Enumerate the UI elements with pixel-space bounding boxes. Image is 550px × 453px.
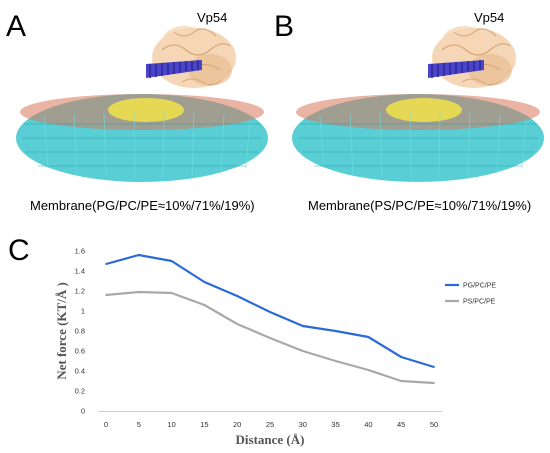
data-point	[400, 380, 403, 382]
helix-cartoon	[428, 60, 484, 78]
membrane-bilayer	[292, 94, 544, 182]
data-point	[236, 295, 239, 297]
x-tick-label: 0	[104, 420, 108, 429]
data-point	[301, 325, 304, 327]
data-point	[334, 360, 337, 362]
data-point	[334, 330, 337, 332]
membrane-bilayer	[16, 94, 268, 182]
panel-a-structure-illustration	[16, 26, 268, 182]
y-tick-label: 1.6	[75, 247, 85, 256]
data-point	[203, 304, 206, 306]
y-tick-label: 1.2	[75, 287, 85, 296]
data-point	[269, 311, 271, 313]
data-point	[269, 337, 271, 339]
x-axis-title: Distance (Å)	[236, 432, 305, 447]
data-point	[367, 336, 370, 338]
x-tick-label: 5	[137, 420, 141, 429]
data-point	[137, 291, 140, 293]
legend-label: PS/PC/PE	[463, 299, 496, 306]
x-tick-label: 15	[200, 420, 208, 429]
panel-b-structure-illustration	[292, 26, 544, 182]
y-tick-label: 1	[81, 307, 85, 316]
y-axis-title: Net force (KT/Å )	[54, 282, 69, 380]
legend-label: PG/PC/PE	[463, 283, 496, 290]
data-point	[170, 260, 173, 262]
y-tick-label: 0.6	[75, 347, 85, 356]
y-tick-label: 1.4	[75, 267, 85, 276]
panel-a-membrane-caption: Membrane(PG/PC/PE≈10%/71%/19%)	[30, 198, 255, 213]
y-tick-label: 0.4	[75, 367, 85, 376]
panel-b-membrane-caption: Membrane(PS/PC/PE≈10%/71%/19%)	[308, 198, 532, 213]
data-point	[400, 356, 403, 358]
panel-a-label: A	[6, 10, 27, 43]
data-point	[236, 323, 239, 325]
protein-cartoon	[432, 26, 516, 88]
data-point	[203, 281, 206, 283]
x-tick-label: 35	[331, 420, 339, 429]
data-point	[105, 294, 107, 296]
data-point	[433, 382, 435, 384]
x-tick-label: 40	[364, 420, 372, 429]
x-tick-label: 50	[430, 420, 438, 429]
panel-a-protein-name: Vp54	[197, 10, 228, 25]
x-tick-label: 25	[266, 420, 274, 429]
x-tick-label: 20	[233, 420, 241, 429]
y-tick-label: 0.2	[75, 387, 85, 396]
data-point	[137, 254, 140, 256]
helix-cartoon	[146, 60, 202, 78]
x-tick-label: 10	[167, 420, 175, 429]
panel-c-label: C	[8, 234, 30, 267]
y-tick-label: 0.8	[75, 327, 85, 336]
data-point	[170, 292, 173, 294]
data-point	[105, 263, 107, 265]
series-line-pg-pc-pe	[105, 253, 435, 369]
data-point	[301, 350, 304, 352]
panel-b-protein-name: Vp54	[474, 10, 505, 25]
panel-b-label: B	[274, 10, 295, 43]
x-tick-label: 45	[397, 420, 405, 429]
y-tick-label: 0	[81, 407, 85, 416]
data-point	[367, 369, 370, 371]
data-point	[433, 366, 435, 368]
x-tick-label: 30	[299, 420, 307, 429]
